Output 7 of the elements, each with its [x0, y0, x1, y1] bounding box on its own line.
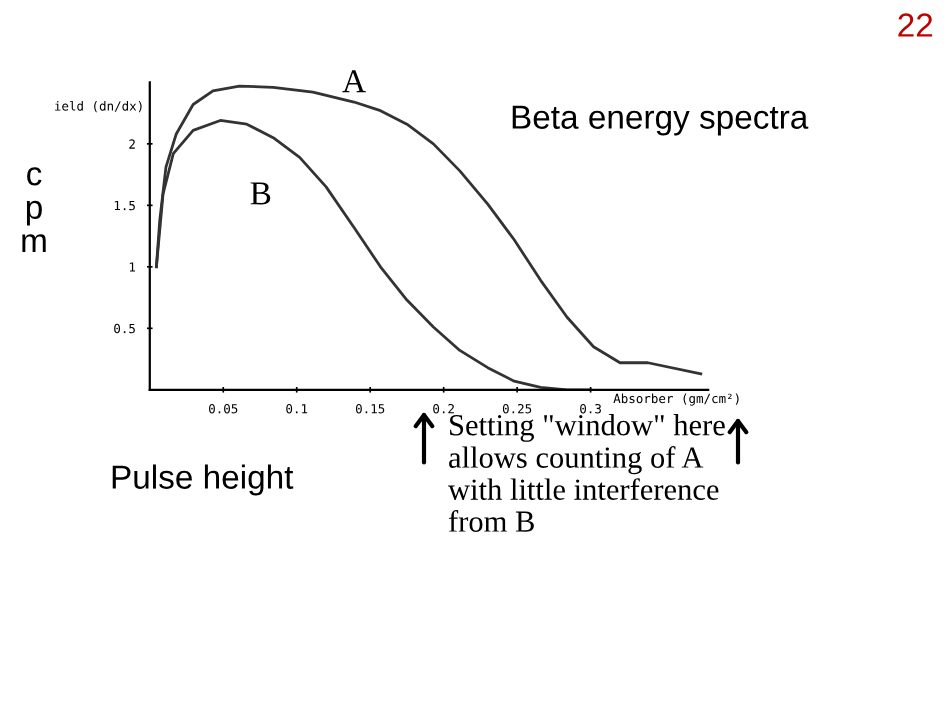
text: Pulse height [112, 464, 294, 496]
text: c p m [22, 167, 46, 253]
series-label: A [342, 70, 366, 93]
text: Setting "window" here allows counting of A with little interference from B [448, 414, 725, 532]
series-label: B [250, 182, 271, 205]
annotation: Beta energy spectra [512, 105, 809, 136]
text: 22 [898, 13, 933, 37]
